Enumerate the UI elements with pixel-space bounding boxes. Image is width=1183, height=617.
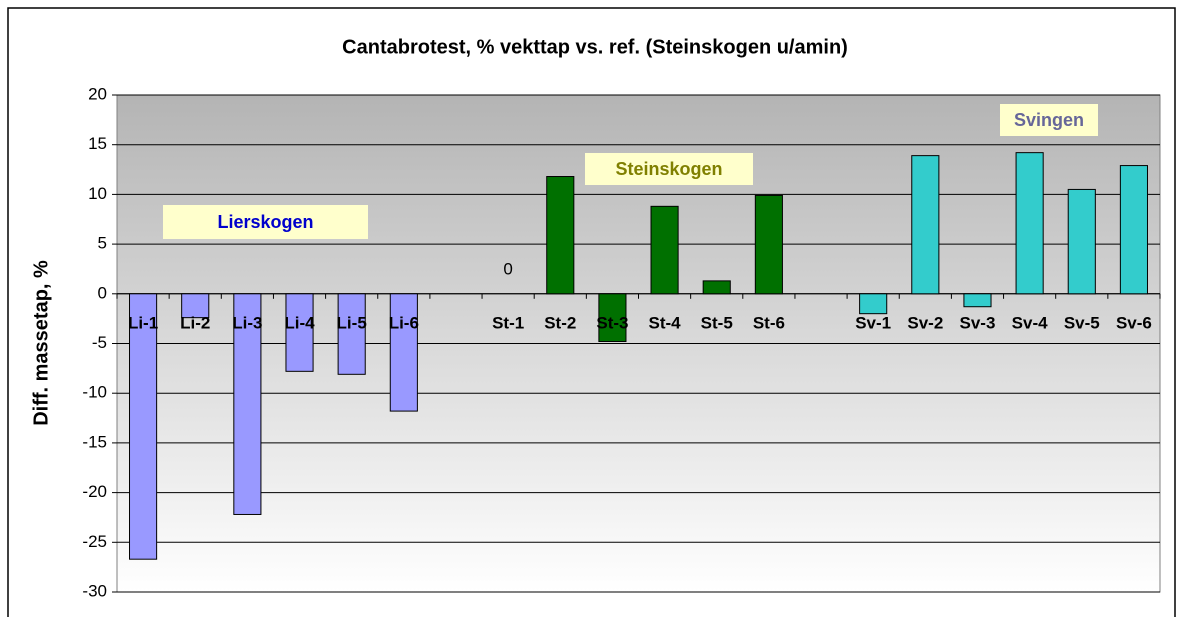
annotation: Lierskogen [217, 212, 313, 232]
y-tick-label: 10 [88, 184, 107, 203]
annotation-box [163, 205, 368, 239]
x-tick-label: St-4 [649, 313, 682, 332]
data-label: 0 [503, 259, 512, 278]
x-tick-label: Sv-1 [855, 313, 891, 332]
y-tick-label: -5 [92, 333, 107, 352]
y-tick-label: -10 [82, 383, 107, 402]
bar [1119, 165, 1148, 295]
x-tick-label: Li-6 [389, 313, 419, 332]
bar [598, 293, 627, 343]
y-tick-label: -15 [82, 432, 107, 451]
y-tick-label: -30 [82, 581, 107, 600]
y-tick-label: 20 [88, 84, 107, 103]
bar [859, 293, 888, 315]
x-tick-label: St-1 [492, 313, 524, 332]
bar [702, 280, 731, 295]
annotation-box [1000, 104, 1098, 136]
y-tick-label: -20 [82, 482, 107, 501]
annotation: Svingen [1014, 110, 1084, 130]
bar [285, 293, 314, 372]
x-tick-label: Sv-5 [1064, 313, 1100, 332]
x-tick-label: Li-3 [232, 313, 262, 332]
bar [546, 176, 575, 295]
y-tick-label: 0 [98, 283, 107, 302]
bar [1067, 188, 1096, 295]
bar [337, 293, 366, 375]
x-tick-label: St-6 [753, 313, 785, 332]
y-tick-label: 5 [98, 234, 107, 253]
x-tick-label: Sv-3 [960, 313, 996, 332]
y-axis-label: Diff. massetap, % [30, 260, 52, 426]
x-tick-label: St-3 [596, 313, 628, 332]
x-tick-label: St-5 [701, 313, 733, 332]
bar [754, 194, 783, 295]
annotation: Steinskogen [615, 159, 722, 179]
annotation-box [585, 153, 753, 185]
bar [650, 205, 679, 295]
x-tick-label: St-2 [544, 313, 576, 332]
x-tick-label: Sv-2 [907, 313, 943, 332]
bar [233, 293, 262, 515]
bar [129, 293, 158, 560]
y-tick-label: -25 [82, 532, 107, 551]
x-tick-label: Li-4 [284, 313, 315, 332]
x-tick-label: Li-1 [128, 313, 158, 332]
bar [389, 293, 418, 412]
bar [1015, 152, 1044, 295]
bar [181, 293, 210, 319]
y-tick-label: 15 [88, 134, 107, 153]
bar [911, 155, 940, 295]
x-tick-label: Li-5 [337, 313, 367, 332]
x-tick-label: Li-2 [180, 313, 210, 332]
x-tick-label: Sv-4 [1012, 313, 1048, 332]
chart-title: Cantabrotest, % vekttap vs. ref. (Steins… [342, 36, 848, 58]
x-tick-label: Sv-6 [1116, 313, 1152, 332]
bar [963, 293, 992, 308]
